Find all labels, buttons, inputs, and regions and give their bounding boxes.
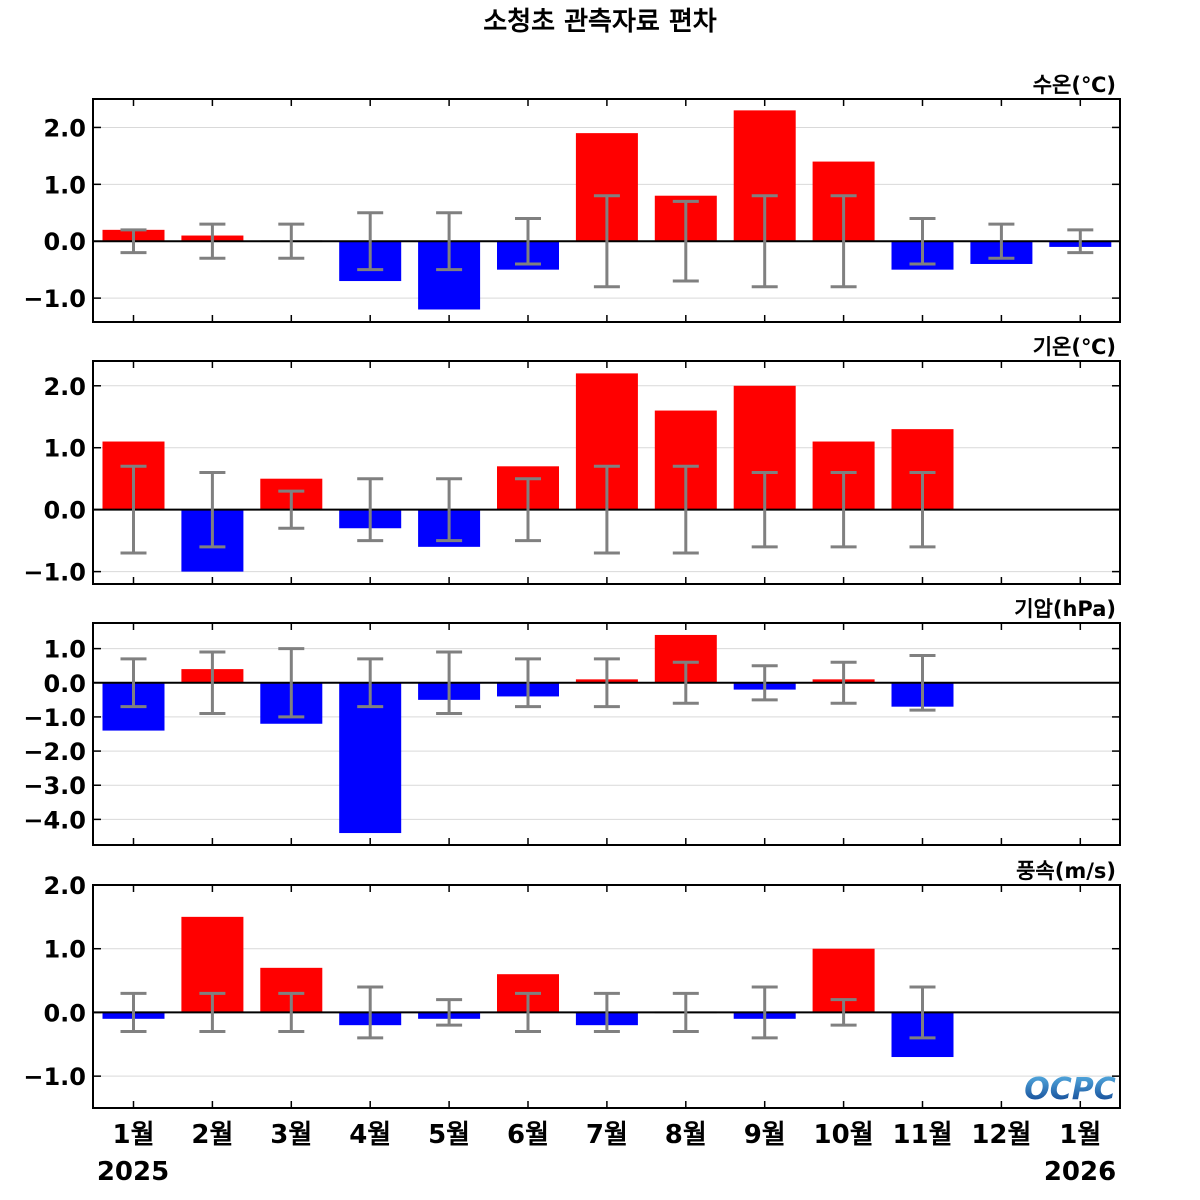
error-bar [909, 653, 936, 712]
error-bar [672, 660, 699, 705]
ytick-label: 1.0 [43, 435, 86, 463]
error-bar [593, 464, 620, 555]
error-bar [672, 991, 699, 1034]
ytick-label: 1.0 [43, 636, 86, 664]
error-bar [515, 991, 541, 1034]
month-label: 1월 [112, 1120, 154, 1150]
error-bar [672, 199, 699, 283]
error-bar [751, 471, 778, 549]
error-bar [830, 194, 857, 289]
ytick-label: −1.0 [23, 704, 86, 732]
ytick-label: 2.0 [43, 872, 86, 900]
error-bar [120, 991, 147, 1034]
ytick-label: −1.0 [23, 559, 86, 587]
month-label: 2월 [191, 1120, 233, 1150]
error-bar [357, 477, 384, 543]
error-bar [199, 471, 226, 549]
panel-label: 기압(hPa) [1014, 597, 1116, 621]
month-label: 4월 [349, 1120, 391, 1150]
error-bar [120, 228, 147, 255]
ytick-label: −2.0 [23, 738, 86, 766]
panel-label: 수온(℃) [1033, 73, 1116, 97]
start-year-label: 2025 [97, 1157, 169, 1187]
panel-label: 기온(℃) [1033, 335, 1116, 359]
ytick-label: 0.0 [43, 670, 86, 698]
ytick-label: 0.0 [43, 999, 86, 1027]
ytick-label: 1.0 [43, 936, 86, 964]
ytick-label: 0.0 [43, 497, 86, 525]
error-bar [909, 216, 936, 266]
month-label: 10월 [814, 1120, 874, 1150]
error-bar [751, 985, 778, 1040]
error-bar [751, 664, 778, 702]
error-bar [830, 998, 857, 1027]
ytick-label: −1.0 [23, 1063, 86, 1091]
error-bar [199, 650, 226, 716]
error-bar [909, 471, 936, 549]
error-bar [278, 647, 305, 719]
panel-4: 2.0 1.0 0.0 −1.0 풍속(m/s) [23, 859, 1121, 1109]
ytick-label: −3.0 [23, 772, 86, 800]
error-bar [278, 489, 305, 530]
error-bar [751, 194, 778, 289]
error-bar [593, 194, 620, 289]
ytick-label: 1.0 [43, 171, 86, 199]
error-bar [278, 222, 305, 260]
x-axis: 1월 2월 3월 4월 5월 6월 7월 8월 9월 10월 11월 12월 1월 2025 2026 [97, 1120, 1116, 1187]
error-bar [515, 657, 541, 709]
ytick-label: −4.0 [23, 806, 86, 834]
error-bar [278, 991, 305, 1034]
error-bar [120, 657, 147, 709]
error-bar [593, 657, 620, 709]
error-bar [1067, 228, 1094, 255]
panel-label: 풍속(m/s) [1016, 859, 1116, 883]
panel-2: 2.0 1.0 0.0 −1.0 기온(℃) [23, 335, 1121, 587]
error-bar [199, 991, 226, 1034]
error-bar [830, 471, 857, 549]
month-label: 7월 [586, 1120, 628, 1150]
error-bar [357, 985, 384, 1040]
month-label: 9월 [744, 1120, 786, 1150]
chart-panels: 2.0 1.0 0.0 −1.0 수온(℃) 2.0 1.0 0.0 −1.0 기온(℃) 1.0 0… [23, 73, 1121, 1109]
error-bar [593, 991, 620, 1034]
error-bar [357, 211, 384, 272]
ytick-label: −1.0 [23, 285, 86, 313]
error-bar [909, 985, 936, 1040]
error-bar [436, 650, 463, 716]
panel-3: 1.0 0.0 −1.0 −2.0 −3.0 −4.0 기압(hPa) [23, 597, 1121, 846]
error-bar [436, 998, 463, 1027]
error-bar [830, 660, 857, 705]
panel-1: 2.0 1.0 0.0 −1.0 수온(℃) [23, 73, 1121, 323]
error-bar [515, 477, 541, 543]
month-label: 8월 [665, 1120, 707, 1150]
ocpc-logo: OCPC [1024, 1072, 1116, 1107]
logo-text: OCPC [1024, 1072, 1116, 1107]
month-label: 5월 [428, 1120, 470, 1150]
error-bar [672, 464, 699, 555]
error-bar [515, 216, 541, 266]
error-bar [436, 211, 463, 272]
month-label: 6월 [507, 1120, 549, 1150]
chart-title: 소청초 관측자료 편차 [483, 7, 716, 37]
month-label: 1월 [1059, 1120, 1101, 1150]
error-bar [988, 222, 1015, 260]
month-label: 12월 [971, 1120, 1031, 1150]
ytick-label: 0.0 [43, 228, 86, 256]
month-label: 11월 [892, 1120, 952, 1150]
error-bar [199, 222, 226, 260]
end-year-label: 2026 [1044, 1157, 1116, 1187]
error-bar [436, 477, 463, 543]
month-label: 3월 [270, 1120, 312, 1150]
error-bar [357, 657, 384, 709]
ytick-label: 2.0 [43, 373, 86, 401]
ytick-label: 2.0 [43, 114, 86, 142]
error-bar [120, 464, 147, 555]
